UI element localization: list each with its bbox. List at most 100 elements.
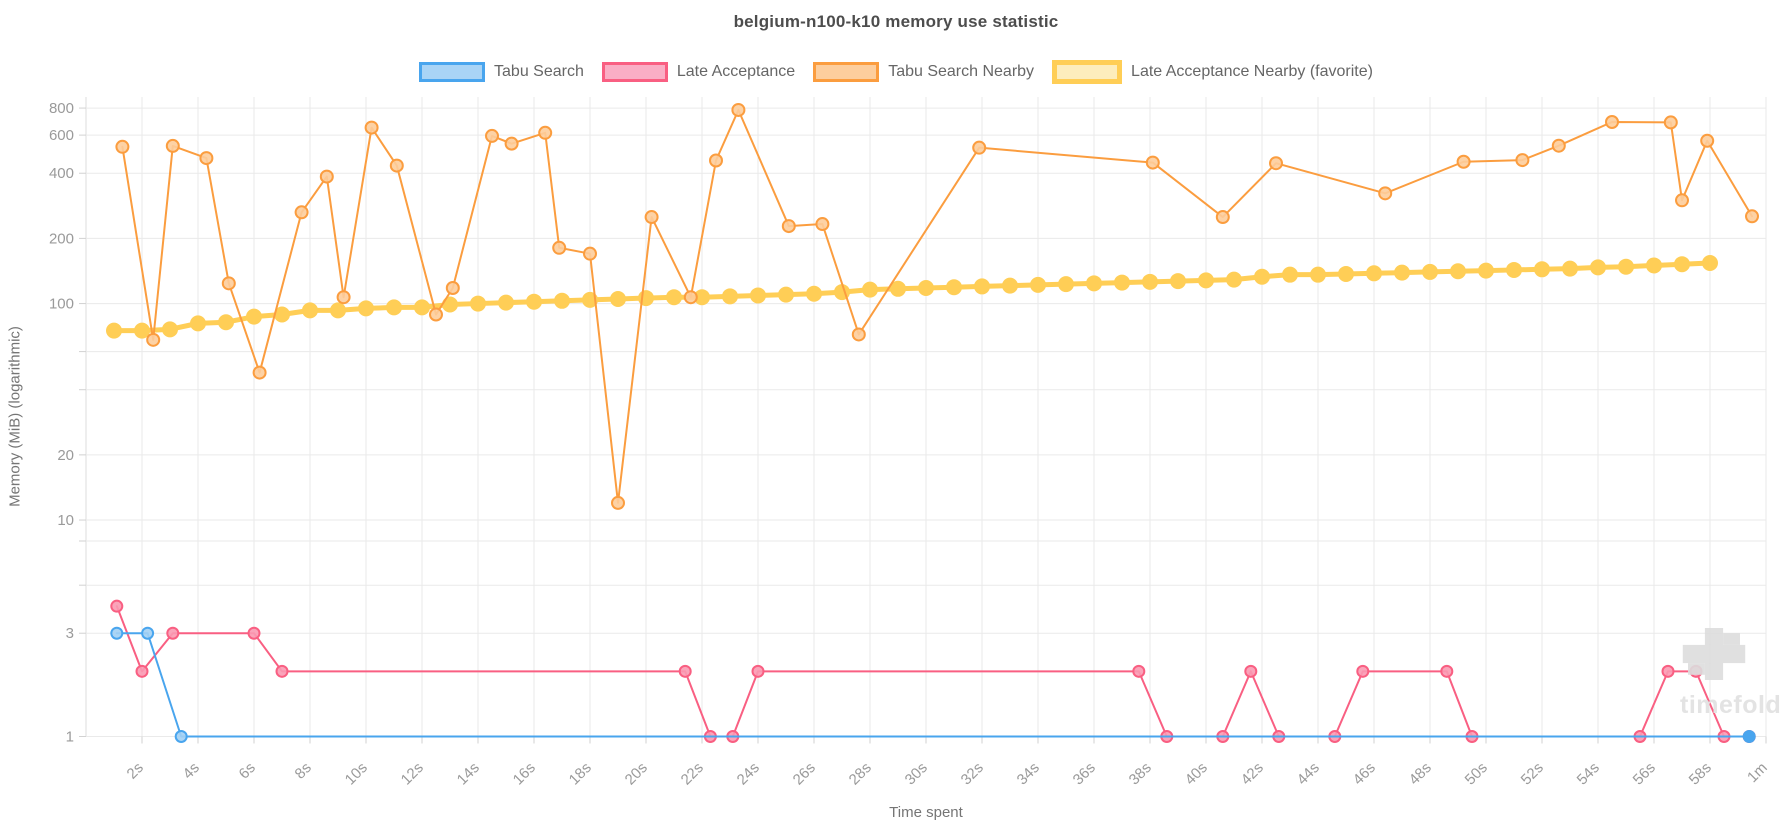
legend-item-late-acceptance[interactable]: Late Acceptance	[601, 62, 796, 82]
data-point	[611, 495, 625, 510]
legend-swatch	[1052, 60, 1123, 84]
data-point	[358, 300, 374, 317]
data-point	[110, 626, 124, 640]
x-tick-label: 28s	[846, 759, 875, 788]
data-point	[246, 308, 262, 325]
y-tick-label: 1	[66, 729, 74, 746]
data-point	[666, 289, 682, 306]
legend-item-tabu-search-nearby[interactable]: Tabu Search Nearby	[813, 62, 1034, 82]
data-point	[1675, 193, 1689, 208]
data-point	[1132, 664, 1146, 678]
data-point	[247, 626, 261, 640]
x-tick-label: 30s	[902, 759, 931, 788]
data-point	[1254, 268, 1270, 285]
x-tick-label: 14s	[454, 759, 483, 788]
x-axis-title: Time spent	[889, 804, 963, 821]
y-tick-labels: 800 600 400 200 100 20 10 3 1	[49, 100, 74, 745]
data-point	[1215, 210, 1230, 225]
data-point	[644, 210, 659, 225]
data-point	[1226, 271, 1242, 288]
y-tick-label: 3	[66, 625, 74, 642]
data-point	[1674, 256, 1690, 273]
x-tick-label: 34s	[1014, 759, 1043, 788]
data-point	[504, 136, 519, 151]
series-tabu-search[interactable]	[110, 626, 1756, 743]
legend-label: Late Acceptance	[676, 63, 796, 80]
data-point	[918, 280, 934, 297]
chart-title: belgium-n100-k10 memory use statistic	[733, 12, 1059, 31]
data-point	[110, 599, 124, 613]
data-point	[1551, 138, 1566, 153]
legend-item-late-acceptance-nearby-favorite[interactable]: Late Acceptance Nearby (favorite)	[1052, 60, 1373, 84]
data-point	[162, 321, 178, 338]
data-point	[166, 626, 180, 640]
data-point	[1661, 664, 1675, 678]
x-tick-label: 6s	[236, 759, 259, 782]
data-point	[972, 140, 987, 155]
data-point	[815, 217, 830, 232]
data-point	[174, 730, 188, 743]
data-point	[106, 322, 122, 339]
data-point	[1086, 275, 1102, 292]
data-point	[1145, 155, 1160, 170]
y-tick-label: 20	[57, 447, 74, 464]
y-tick-label: 100	[49, 296, 74, 313]
x-tick-label: 46s	[1350, 759, 1379, 788]
data-point	[1310, 266, 1326, 283]
data-point	[141, 626, 155, 640]
data-point	[1456, 154, 1471, 169]
data-point	[678, 664, 692, 678]
data-point	[1745, 209, 1759, 224]
x-tick-label: 56s	[1630, 759, 1659, 788]
data-point	[751, 664, 765, 678]
data-point	[1478, 262, 1494, 279]
data-point	[330, 302, 346, 319]
y-tick-label: 400	[49, 165, 74, 182]
series-tabu-search-nearby[interactable]	[115, 102, 1759, 510]
data-point	[1282, 266, 1298, 283]
data-point	[336, 290, 351, 305]
x-tick-label: 54s	[1574, 759, 1603, 788]
x-tick-label: 12s	[398, 759, 427, 788]
data-point	[386, 299, 402, 316]
axis-ticks	[79, 107, 1767, 744]
data-point	[582, 291, 598, 308]
data-point	[470, 295, 486, 312]
data-point	[135, 664, 149, 678]
x-tick-label: 24s	[734, 759, 763, 788]
x-tick-label: 18s	[566, 759, 595, 788]
legend-swatch	[601, 62, 668, 82]
data-point	[1440, 664, 1454, 678]
data-point	[389, 158, 404, 173]
data-point	[1618, 258, 1634, 275]
y-tick-label: 10	[57, 512, 74, 529]
x-tick-label: 22s	[678, 759, 707, 788]
data-point	[1378, 186, 1393, 201]
data-point	[1605, 114, 1619, 129]
data-point	[414, 299, 430, 316]
data-point	[1058, 276, 1074, 293]
data-point	[146, 332, 161, 347]
legend-swatch	[419, 62, 486, 82]
data-point	[294, 205, 309, 220]
data-point	[1562, 260, 1578, 277]
data-point	[1142, 273, 1158, 290]
legend-item-tabu-search[interactable]: Tabu Search	[419, 62, 584, 82]
data-point	[554, 292, 570, 309]
series-late-acceptance[interactable]	[110, 599, 1756, 743]
x-tick-label: 16s	[510, 759, 539, 788]
x-tick-labels: 2s 4s 6s 8s 10s 12s 14s 16s 18s 20s 22s 24s 26s 28s 30…	[124, 759, 1771, 788]
data-point	[1356, 664, 1370, 678]
data-point	[862, 281, 878, 298]
data-point	[1198, 272, 1214, 289]
data-point	[134, 322, 150, 339]
data-point	[302, 302, 318, 319]
x-tick-label: 58s	[1686, 759, 1715, 788]
data-point	[526, 293, 542, 310]
data-point	[199, 151, 214, 166]
data-point	[1515, 153, 1530, 168]
data-point	[218, 314, 234, 331]
data-point	[722, 288, 738, 305]
series-late-acceptance-nearby-favorite[interactable]	[106, 254, 1718, 339]
